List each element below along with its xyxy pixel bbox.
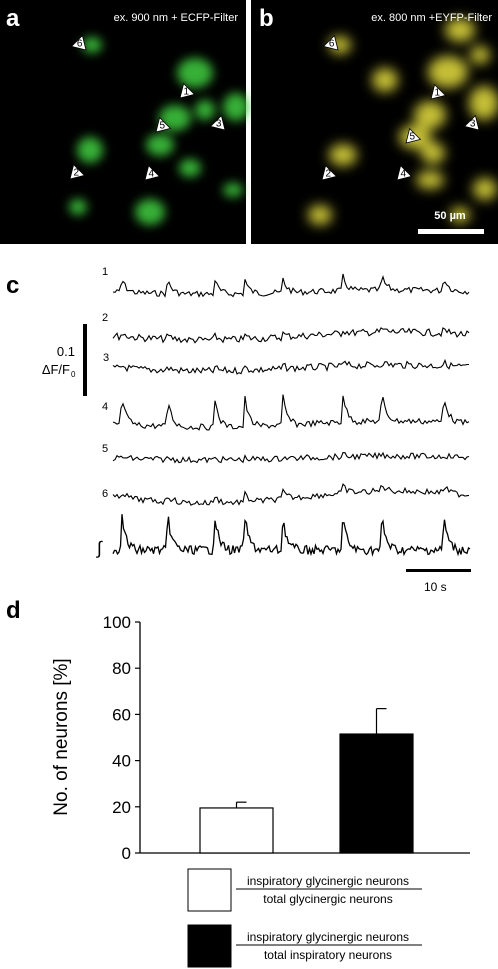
cell-marker-4: 4 bbox=[144, 164, 161, 181]
legend-numerator: inspiratory glycinergic neurons bbox=[247, 874, 409, 888]
cell-marker-5: 5 bbox=[405, 127, 422, 144]
integrated-activity-symbol: ∫ bbox=[95, 538, 103, 558]
amplitude-scale-bar bbox=[83, 324, 87, 396]
cell-marker-1: 1 bbox=[430, 83, 447, 100]
bar-chart: 0 20 40 60 80 100 bbox=[103, 613, 470, 863]
scale-bar-label: 50 µm bbox=[434, 210, 466, 222]
panel-a-caption: ex. 900 nm + ECFP-Filter bbox=[114, 12, 239, 24]
panel-b-caption: ex. 800 nm +EYFP-Filter bbox=[371, 12, 492, 24]
bar-2 bbox=[339, 733, 414, 854]
cell-marker-number: 3 bbox=[470, 119, 476, 130]
trace-label: 2 bbox=[102, 312, 108, 324]
y-tick-label: 0 bbox=[122, 844, 131, 863]
amplitude-scale-unit-subscript: 0 bbox=[71, 370, 76, 379]
cell-marker-number: 1 bbox=[435, 88, 441, 99]
y-tick-label: 20 bbox=[112, 798, 131, 817]
cell-marker-3: 3 bbox=[209, 114, 226, 131]
cell-marker-4: 4 bbox=[396, 164, 413, 181]
cell-marker-number: 2 bbox=[74, 168, 80, 179]
panel-a-fluorescence bbox=[69, 37, 249, 225]
cell-marker-5: 5 bbox=[155, 116, 172, 133]
panel-b-fluorescence bbox=[308, 18, 498, 225]
calcium-traces: 1 2 3 4 5 6 bbox=[102, 266, 471, 557]
y-tick-label: 60 bbox=[112, 705, 131, 724]
amplitude-scale-unit: ΔF/F bbox=[42, 362, 70, 377]
cell-marker-number: 3 bbox=[216, 119, 222, 130]
panel-b-letter: b bbox=[259, 5, 274, 32]
cell-marker-number: 5 bbox=[410, 132, 416, 143]
y-tick-label: 80 bbox=[112, 659, 131, 678]
legend: inspiratory glycinergic neurons total gly… bbox=[187, 868, 422, 968]
integrated-activity-trace bbox=[112, 514, 471, 557]
panel-d-letter: d bbox=[6, 597, 21, 624]
panel-c-letter: c bbox=[6, 272, 19, 299]
cell-marker-number: 4 bbox=[401, 169, 407, 180]
cell-marker-number: 2 bbox=[326, 169, 332, 180]
legend-numerator: inspiratory glycinergic neurons bbox=[247, 930, 409, 944]
cell-marker-6: 6 bbox=[70, 34, 87, 51]
panel-d: d 0 20 40 60 80 100 No. of neurons [%] inspir… bbox=[6, 597, 470, 968]
cell-marker-number: 5 bbox=[160, 121, 166, 132]
cell-marker-number: 1 bbox=[184, 87, 190, 98]
trace-3 bbox=[112, 358, 469, 375]
time-scale-label: 10 s bbox=[424, 580, 447, 594]
amplitude-scale-value: 0.1 bbox=[57, 344, 75, 359]
y-tick-label: 40 bbox=[112, 752, 131, 771]
cell-marker-2: 2 bbox=[321, 164, 338, 181]
cell-marker-1: 1 bbox=[179, 82, 196, 99]
trace-label: 1 bbox=[102, 266, 108, 278]
legend-swatch bbox=[187, 924, 232, 968]
bar-1 bbox=[199, 807, 274, 854]
panel-b-cell-markers: 6 1 5 3 2 4 bbox=[321, 34, 480, 181]
panel-a: 6 1 5 3 2 4 a ex. 900 nm + ECFP-Filter bbox=[0, 0, 249, 244]
legend-denominator: total glycinergic neurons bbox=[263, 892, 392, 906]
legend-denominator: total inspiratory neurons bbox=[264, 948, 392, 962]
cell-marker-3: 3 bbox=[463, 114, 480, 131]
panel-b: 6 1 5 3 2 4 b ex. 800 nm +EYFP-Filter 50 µm bbox=[251, 0, 498, 244]
panel-a-letter: a bbox=[6, 5, 20, 32]
cell-marker-number: 6 bbox=[329, 39, 335, 50]
trace-6 bbox=[112, 483, 470, 506]
time-scale-bar bbox=[406, 569, 471, 572]
trace-label: 3 bbox=[103, 352, 109, 364]
trace-label: 5 bbox=[102, 443, 108, 455]
cell-marker-number: 6 bbox=[77, 39, 83, 50]
trace-1 bbox=[112, 273, 470, 298]
trace-label: 4 bbox=[102, 401, 108, 413]
trace-label: 6 bbox=[102, 488, 108, 500]
y-tick-label: 100 bbox=[103, 613, 131, 632]
trace-5 bbox=[112, 451, 470, 464]
scale-bar bbox=[418, 229, 484, 234]
panel-a-image bbox=[0, 0, 246, 244]
legend-swatch bbox=[187, 868, 232, 912]
panel-c: c 0.1 ΔF/F 0 1 2 3 4 5 6 ∫ 10 s bbox=[6, 266, 471, 594]
trace-4 bbox=[112, 394, 470, 431]
y-axis-label: No. of neurons [%] bbox=[51, 658, 72, 815]
cell-marker-2: 2 bbox=[69, 163, 86, 180]
cell-marker-6: 6 bbox=[322, 34, 339, 51]
trace-2 bbox=[112, 327, 470, 344]
legend-item-1: inspiratory glycinergic neurons total gly… bbox=[187, 868, 422, 912]
legend-item-2: inspiratory glycinergic neurons total ins… bbox=[187, 924, 422, 968]
cell-marker-number: 4 bbox=[149, 169, 155, 180]
panel-a-cell-markers: 6 1 5 3 2 4 bbox=[69, 34, 226, 181]
